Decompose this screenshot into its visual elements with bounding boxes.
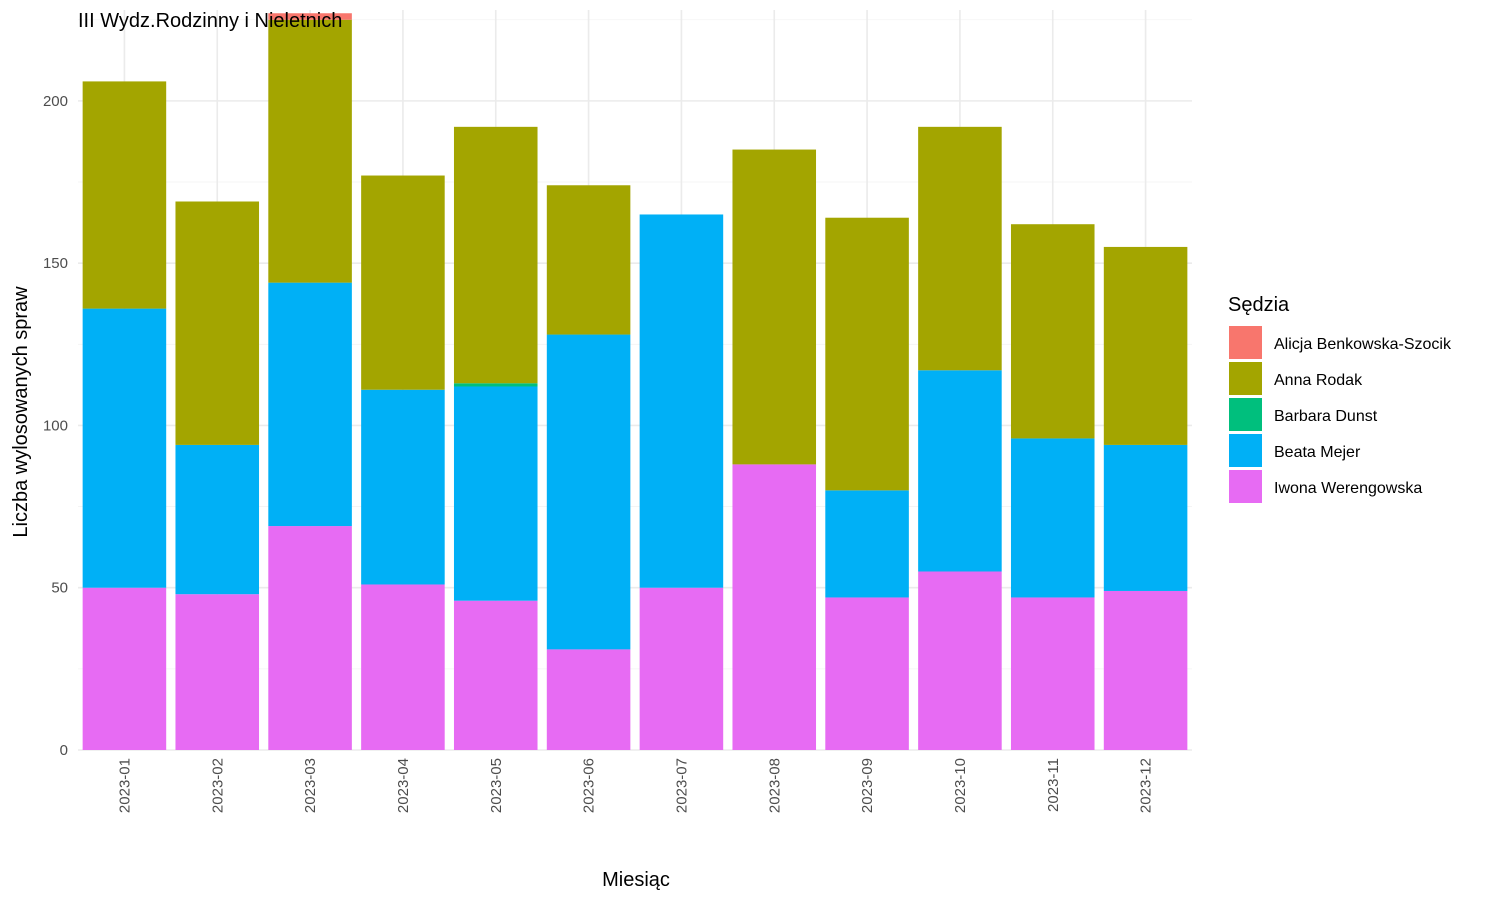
chart-title: III Wydz.Rodzinny i Nieletnich	[78, 10, 342, 32]
bar-segment	[361, 584, 445, 750]
x-tick-label: 2023-07	[673, 758, 690, 813]
bar-segment	[1103, 590, 1188, 750]
bar-segment	[1103, 246, 1188, 445]
bar-segment	[1103, 444, 1188, 591]
bar-segment	[268, 13, 352, 20]
bar-segment	[268, 526, 352, 750]
bar-segment	[82, 81, 167, 309]
bar-segment	[546, 649, 631, 750]
x-tick-label: 2023-09	[859, 758, 876, 813]
bar-segment	[82, 308, 167, 588]
y-tick-label: 100	[43, 417, 68, 434]
x-tick-label: 2023-12	[1138, 758, 1155, 813]
bar-segment	[268, 282, 352, 527]
bar-segment	[175, 594, 260, 750]
bar-segment	[546, 334, 631, 650]
x-tick-label: 2023-01	[116, 758, 133, 813]
bar-segment	[732, 464, 817, 750]
bar-segment	[453, 600, 538, 750]
bars	[82, 13, 1188, 750]
x-tick-label: 2023-11	[1045, 758, 1062, 812]
y-tick-label: 50	[51, 580, 68, 597]
legend-label: Barbara Dunst	[1274, 408, 1378, 425]
bar-segment	[639, 587, 724, 750]
y-tick-label: 0	[60, 742, 68, 759]
bar-segment	[175, 444, 260, 595]
bar-segment	[825, 490, 909, 598]
legend-key	[1229, 326, 1262, 359]
bar-segment	[1010, 438, 1095, 598]
x-tick-label: 2023-04	[395, 758, 412, 813]
x-tick-label: 2023-05	[488, 758, 505, 813]
x-tick-label: 2023-08	[766, 758, 783, 813]
x-tick-label: 2023-02	[209, 758, 226, 813]
legend-key	[1229, 470, 1262, 503]
legend-items: Alicja Benkowska-Szocik Anna Rodak Barbara…	[1229, 326, 1452, 503]
legend-key	[1229, 362, 1262, 395]
bar-segment	[453, 386, 538, 601]
bar-segment	[453, 383, 538, 387]
legend-label: Iwona Werengowska	[1274, 480, 1422, 497]
bar-segment	[268, 19, 352, 283]
legend-label: Beata Mejer	[1274, 444, 1361, 461]
legend: Sędzia Alicja Benkowska-Szocik Anna Rodak…	[1228, 294, 1452, 503]
bar-segment	[1010, 224, 1095, 439]
legend-label: Anna Rodak	[1274, 372, 1363, 389]
bar-segment	[453, 126, 538, 384]
y-axis-title: Liczba wylosowanych spraw	[10, 286, 32, 538]
x-tick-label: 2023-06	[581, 758, 598, 813]
y-tick-label: 150	[43, 255, 68, 272]
bar-segment	[546, 185, 631, 335]
y-axis-ticks: 0 50 100 150 200	[43, 93, 68, 759]
x-axis-ticks: 2023-01 2023-02 2023-03 2023-04 2023-05 2023-…	[116, 758, 1154, 813]
x-axis-title: Miesiąc	[602, 869, 670, 891]
y-tick-label: 200	[43, 93, 68, 110]
legend-label: Alicja Benkowska-Szocik	[1274, 336, 1452, 353]
bar-segment	[361, 389, 445, 585]
legend-key	[1229, 434, 1262, 467]
bar-segment	[918, 126, 1002, 371]
bar-segment	[732, 149, 817, 465]
bar-segment	[825, 597, 909, 750]
bar-segment	[82, 587, 167, 750]
x-tick-label: 2023-03	[302, 758, 319, 813]
bar-segment	[825, 217, 909, 491]
x-tick-label: 2023-10	[952, 758, 969, 813]
bar-segment	[918, 571, 1002, 750]
bar-segment	[639, 214, 724, 588]
bar-segment	[918, 370, 1002, 572]
bar-segment	[361, 175, 445, 390]
legend-key	[1229, 398, 1262, 431]
legend-title: Sędzia	[1228, 294, 1290, 316]
bar-segment	[1010, 597, 1095, 750]
bar-segment	[175, 201, 260, 445]
